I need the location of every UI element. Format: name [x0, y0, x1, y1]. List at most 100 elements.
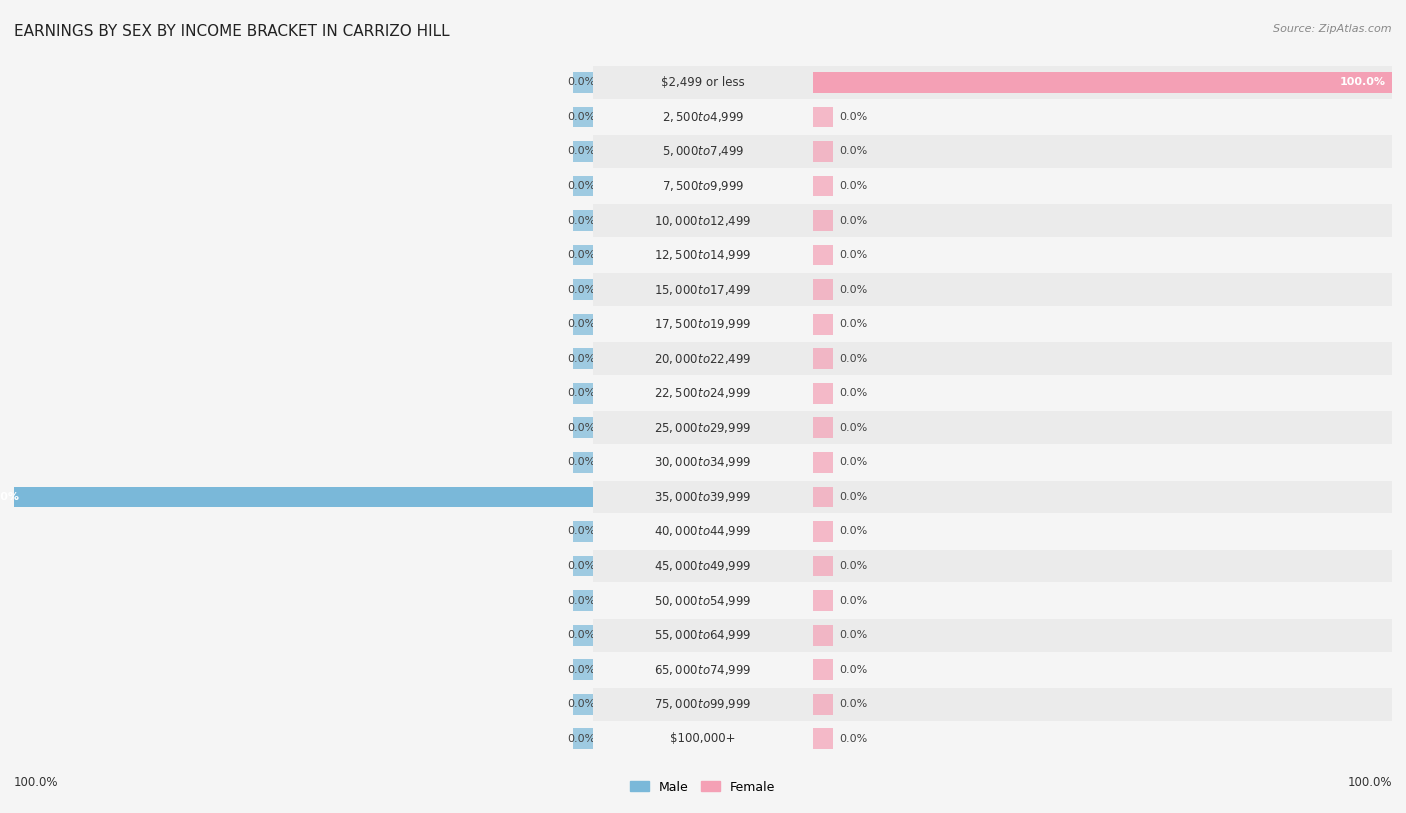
Text: $65,000 to $74,999: $65,000 to $74,999	[654, 663, 752, 676]
Bar	[593, 308, 1173, 341]
Bar	[572, 418, 593, 438]
Bar	[593, 723, 1173, 755]
Bar	[593, 688, 1173, 720]
Text: $5,000 to $7,499: $5,000 to $7,499	[662, 145, 744, 159]
Bar	[813, 66, 1392, 98]
Text: 0.0%: 0.0%	[567, 354, 595, 363]
Bar	[572, 176, 593, 197]
Bar	[813, 273, 1392, 306]
Text: 0.0%: 0.0%	[567, 320, 595, 329]
Text: 0.0%: 0.0%	[839, 423, 868, 433]
Bar	[373, 654, 813, 686]
Bar	[373, 342, 813, 375]
Text: $2,499 or less: $2,499 or less	[661, 76, 745, 89]
Text: $35,000 to $39,999: $35,000 to $39,999	[654, 490, 752, 504]
Text: 0.0%: 0.0%	[839, 665, 868, 675]
Bar	[813, 176, 834, 197]
Text: $45,000 to $49,999: $45,000 to $49,999	[654, 559, 752, 573]
Text: $12,500 to $14,999: $12,500 to $14,999	[654, 248, 752, 262]
Bar	[813, 590, 834, 611]
Bar	[813, 72, 1392, 93]
Bar	[373, 515, 813, 548]
Bar	[813, 452, 834, 473]
Text: $50,000 to $54,999: $50,000 to $54,999	[654, 593, 752, 607]
Bar	[572, 280, 593, 300]
Bar	[373, 273, 813, 306]
Text: 0.0%: 0.0%	[567, 423, 595, 433]
Bar	[593, 101, 1173, 133]
Text: 0.0%: 0.0%	[839, 734, 868, 744]
Text: 0.0%: 0.0%	[567, 630, 595, 640]
Bar	[593, 135, 1173, 167]
Bar	[14, 486, 593, 507]
Bar	[373, 411, 813, 444]
Bar	[813, 349, 834, 369]
Text: 0.0%: 0.0%	[839, 146, 868, 156]
Text: 0.0%: 0.0%	[839, 389, 868, 398]
Text: 0.0%: 0.0%	[839, 596, 868, 606]
Bar	[813, 135, 1392, 167]
Bar	[813, 204, 1392, 237]
Bar	[813, 723, 1392, 755]
Bar	[572, 590, 593, 611]
Bar	[572, 521, 593, 541]
Bar	[572, 383, 593, 404]
Bar	[813, 521, 834, 541]
Text: 0.0%: 0.0%	[567, 112, 595, 122]
Text: 0.0%: 0.0%	[839, 250, 868, 260]
Text: 0.0%: 0.0%	[839, 458, 868, 467]
Bar	[593, 585, 1173, 617]
Bar	[373, 170, 813, 202]
Text: $20,000 to $22,499: $20,000 to $22,499	[654, 352, 752, 366]
Text: 0.0%: 0.0%	[567, 734, 595, 744]
Bar	[373, 480, 813, 513]
Bar	[593, 342, 1173, 375]
Bar	[813, 515, 1392, 548]
Text: 0.0%: 0.0%	[567, 699, 595, 709]
Bar	[593, 654, 1173, 686]
Text: 100.0%: 100.0%	[14, 776, 59, 789]
Text: $25,000 to $29,999: $25,000 to $29,999	[654, 421, 752, 435]
Bar	[813, 245, 834, 265]
Text: $10,000 to $12,499: $10,000 to $12,499	[654, 214, 752, 228]
Bar	[813, 446, 1392, 479]
Bar	[813, 308, 1392, 341]
Bar	[572, 659, 593, 680]
Text: 0.0%: 0.0%	[839, 561, 868, 571]
Text: 0.0%: 0.0%	[839, 699, 868, 709]
Text: 0.0%: 0.0%	[567, 146, 595, 156]
Text: $55,000 to $64,999: $55,000 to $64,999	[654, 628, 752, 642]
Bar	[813, 101, 1392, 133]
Bar	[572, 452, 593, 473]
Bar	[813, 342, 1392, 375]
Bar	[373, 66, 813, 98]
Text: 0.0%: 0.0%	[567, 458, 595, 467]
Text: 100.0%: 100.0%	[1347, 776, 1392, 789]
Bar	[813, 107, 834, 127]
Text: $7,500 to $9,999: $7,500 to $9,999	[662, 179, 744, 193]
Text: $22,500 to $24,999: $22,500 to $24,999	[654, 386, 752, 400]
Bar	[572, 694, 593, 715]
Text: $15,000 to $17,499: $15,000 to $17,499	[654, 283, 752, 297]
Bar	[813, 280, 834, 300]
Bar	[593, 550, 1173, 582]
Bar	[572, 245, 593, 265]
Bar	[572, 728, 593, 750]
Text: $75,000 to $99,999: $75,000 to $99,999	[654, 698, 752, 711]
Text: $17,500 to $19,999: $17,500 to $19,999	[654, 317, 752, 331]
Bar	[373, 619, 813, 651]
Text: EARNINGS BY SEX BY INCOME BRACKET IN CARRIZO HILL: EARNINGS BY SEX BY INCOME BRACKET IN CAR…	[14, 24, 450, 39]
Bar	[813, 659, 834, 680]
Bar	[572, 107, 593, 127]
Bar	[813, 383, 834, 404]
Text: 100.0%: 100.0%	[0, 492, 20, 502]
Bar	[593, 170, 1173, 202]
Bar	[813, 728, 834, 750]
Bar	[373, 204, 813, 237]
Bar	[593, 480, 1173, 513]
Bar	[373, 585, 813, 617]
Text: 0.0%: 0.0%	[839, 492, 868, 502]
Bar	[813, 486, 834, 507]
Text: 0.0%: 0.0%	[839, 181, 868, 191]
Bar	[593, 619, 1173, 651]
